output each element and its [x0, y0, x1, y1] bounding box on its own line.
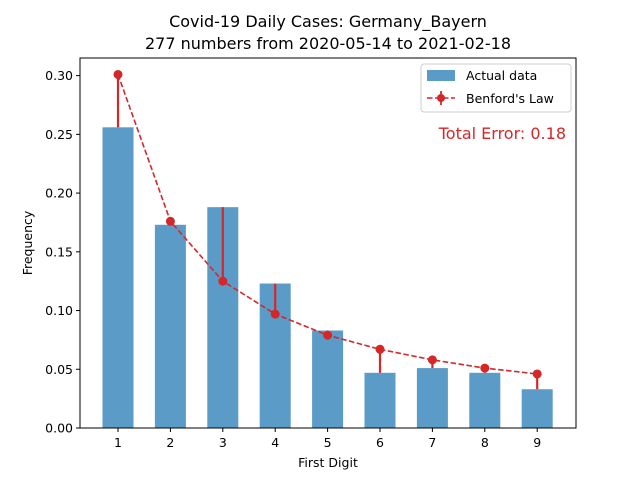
- bar-digit-1: [102, 127, 134, 429]
- x-tick-label: 3: [219, 435, 227, 450]
- bar-digit-7: [416, 368, 448, 428]
- legend-label-actual: Actual data: [466, 68, 537, 83]
- legend-label-benford: Benford's Law: [466, 91, 554, 106]
- bar-digit-9: [521, 389, 553, 428]
- benford-point-digit-9: [532, 369, 542, 379]
- chart-title: Covid-19 Daily Cases: Germany_Bayern: [169, 12, 487, 32]
- y-tick-label: 0.25: [45, 127, 73, 142]
- x-tick-label: 4: [271, 435, 279, 450]
- x-tick-label: 8: [481, 435, 489, 450]
- benford-point-digit-2: [165, 216, 175, 226]
- benford-points: [113, 69, 542, 379]
- x-tick-label: 7: [428, 435, 436, 450]
- x-axis-label: First Digit: [298, 455, 358, 470]
- y-axis-label: Frequency: [20, 210, 35, 275]
- legend: Actual data Benford's Law: [420, 63, 572, 113]
- x-axis: 1 2 3 4 5 6 7 8 9: [114, 428, 541, 450]
- chart-subtitle: 277 numbers from 2020-05-14 to 2021-02-1…: [145, 34, 511, 53]
- y-axis: 0.00 0.05 0.10 0.15 0.20 0.25 0.30: [45, 68, 80, 436]
- benford-point-digit-7: [427, 355, 437, 365]
- bar-digit-6: [364, 372, 396, 428]
- x-tick-label: 9: [533, 435, 541, 450]
- x-tick-label: 1: [114, 435, 122, 450]
- legend-box: [420, 63, 572, 113]
- x-tick-label: 2: [166, 435, 174, 450]
- y-tick-label: 0.15: [45, 244, 73, 259]
- y-tick-label: 0.10: [45, 303, 73, 318]
- y-tick-label: 0.20: [45, 186, 73, 201]
- x-tick-label: 6: [376, 435, 384, 450]
- benford-point-digit-4: [270, 309, 280, 319]
- y-tick-label: 0.05: [45, 362, 73, 377]
- y-tick-label: 0.00: [45, 421, 73, 436]
- y-tick-label: 0.30: [45, 68, 73, 83]
- bar-digit-8: [469, 372, 501, 428]
- benford-point-digit-1: [113, 69, 123, 79]
- benford-point-digit-8: [480, 363, 490, 373]
- legend-swatch-actual: [427, 70, 455, 81]
- benford-point-digit-5: [323, 330, 333, 340]
- benford-point-digit-6: [375, 344, 385, 354]
- total-error-annotation: Total Error: 0.18: [438, 124, 566, 143]
- benford-point-digit-3: [218, 276, 228, 286]
- x-tick-label: 5: [324, 435, 332, 450]
- bar-digit-2: [154, 224, 186, 428]
- bar-digit-5: [312, 330, 344, 428]
